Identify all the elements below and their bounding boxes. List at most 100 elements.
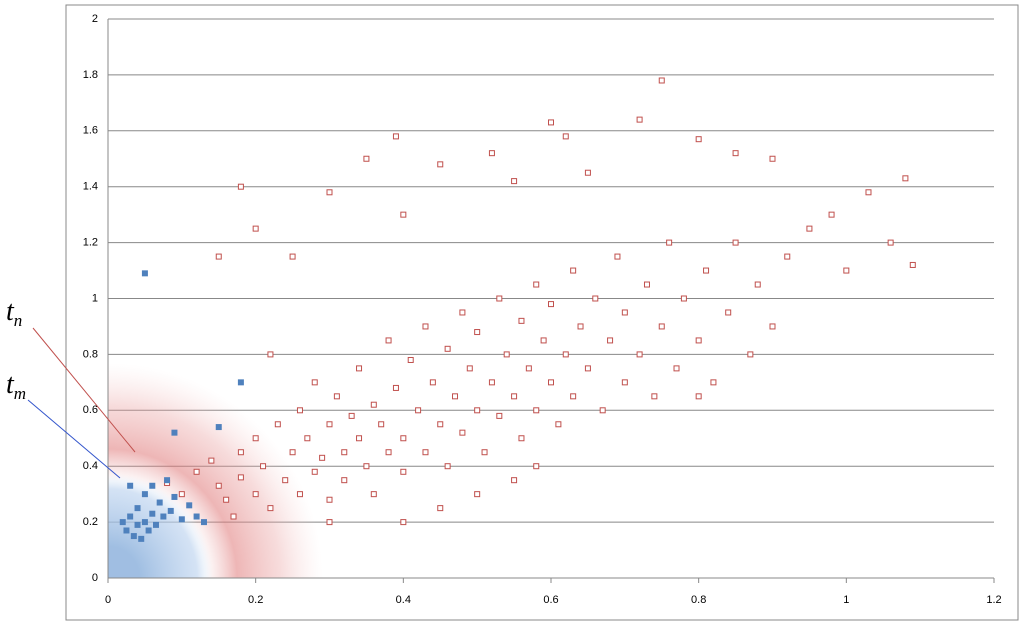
point — [902, 175, 909, 182]
point — [548, 119, 554, 126]
y-tick-label: 0.2 — [83, 516, 98, 528]
point — [784, 253, 791, 260]
point — [296, 407, 303, 414]
point — [673, 365, 680, 372]
point — [584, 365, 591, 372]
point — [887, 239, 894, 246]
point — [304, 435, 311, 442]
point — [341, 449, 348, 456]
point — [289, 253, 296, 260]
y-tick-label: 2 — [92, 13, 98, 25]
point — [178, 516, 185, 523]
point — [333, 393, 340, 400]
point — [732, 150, 739, 157]
point — [160, 513, 167, 520]
point — [533, 407, 540, 414]
point — [518, 435, 525, 442]
point — [666, 239, 673, 246]
point — [356, 365, 363, 372]
point — [215, 424, 222, 431]
point — [562, 133, 569, 140]
point — [152, 521, 159, 528]
point — [167, 507, 174, 514]
point — [119, 519, 126, 526]
point — [400, 211, 407, 218]
point — [865, 189, 872, 196]
point — [356, 435, 363, 442]
point — [459, 309, 466, 316]
point — [230, 513, 237, 520]
point — [215, 482, 222, 489]
point — [130, 533, 137, 540]
point — [267, 505, 274, 512]
point — [422, 449, 429, 456]
point — [223, 496, 230, 503]
tm-pointer — [27, 399, 121, 479]
point — [274, 421, 281, 428]
point — [725, 309, 732, 316]
point — [237, 474, 244, 481]
point — [769, 155, 776, 162]
point — [156, 499, 163, 506]
point — [141, 270, 148, 277]
point — [289, 449, 296, 456]
point — [474, 491, 481, 498]
point — [695, 393, 702, 400]
point — [326, 189, 333, 196]
point — [134, 505, 141, 512]
point — [511, 393, 518, 400]
point — [828, 211, 835, 218]
point — [252, 435, 259, 442]
point — [237, 183, 244, 190]
point — [503, 351, 510, 358]
point — [909, 261, 916, 268]
point — [533, 281, 540, 288]
point — [540, 337, 547, 344]
point — [141, 519, 148, 526]
point — [437, 505, 444, 512]
point — [363, 155, 370, 162]
point — [127, 513, 134, 520]
x-tick-label: 0.8 — [691, 594, 706, 606]
point — [370, 491, 377, 498]
point — [311, 379, 318, 386]
point — [282, 477, 289, 484]
point — [511, 477, 518, 484]
point — [171, 493, 178, 500]
point — [178, 491, 185, 498]
point — [496, 295, 503, 302]
point — [341, 477, 348, 484]
y-tick-label: 1.6 — [83, 125, 98, 137]
point — [437, 161, 444, 168]
point — [769, 323, 776, 330]
point — [621, 379, 628, 386]
point — [570, 393, 577, 400]
point — [164, 477, 171, 484]
point — [215, 253, 222, 260]
point — [562, 351, 569, 358]
point — [710, 379, 717, 386]
annotation: tn — [6, 296, 22, 330]
point — [548, 379, 554, 386]
annotation-text: t — [6, 369, 15, 400]
point — [400, 519, 407, 526]
point — [680, 295, 687, 302]
point — [149, 482, 156, 489]
point — [145, 527, 152, 534]
point — [400, 435, 407, 442]
point — [400, 468, 407, 475]
point — [599, 407, 606, 414]
x-tick-label: 0.4 — [396, 594, 411, 606]
point — [252, 491, 259, 498]
point — [149, 510, 156, 517]
point — [123, 527, 130, 534]
point — [636, 116, 643, 123]
point — [496, 412, 503, 419]
point — [643, 281, 650, 288]
point — [636, 351, 643, 358]
region-tm — [108, 473, 213, 578]
tn-pointer — [32, 327, 136, 453]
point — [193, 513, 200, 520]
annotation-text: t — [6, 296, 15, 327]
point — [474, 407, 481, 414]
